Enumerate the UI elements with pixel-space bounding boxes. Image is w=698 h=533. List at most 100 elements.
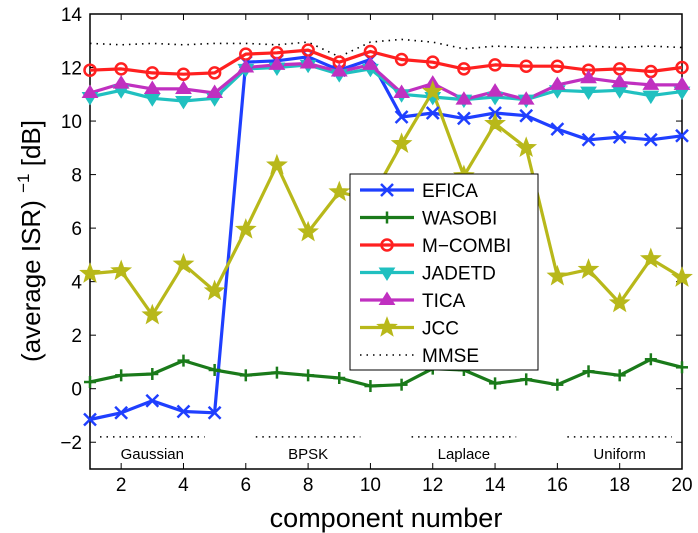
data-point-wasobi — [395, 378, 408, 391]
marker-stroke — [380, 183, 394, 197]
legend-label-mmse: MMSE — [422, 346, 479, 367]
data-point-m-combi — [83, 63, 97, 77]
y-tick-label: 8 — [71, 166, 82, 187]
y-tick-label: 2 — [71, 326, 82, 347]
data-point-jcc — [203, 279, 226, 301]
data-point-wasobi — [115, 369, 128, 382]
x-tick-label: 16 — [547, 475, 568, 496]
data-point-m-combi — [394, 52, 409, 67]
data-point-tica — [673, 76, 691, 90]
data-point-jcc — [639, 247, 662, 269]
data-point-jcc — [390, 132, 413, 154]
segment-label: Gaussian — [121, 446, 184, 463]
data-point-wasobi — [489, 377, 502, 390]
marker-stroke — [643, 132, 658, 147]
data-point-wasobi — [177, 354, 190, 367]
legend-label-m-combi: M−COMBI — [422, 236, 511, 257]
data-point-jcc — [172, 252, 195, 274]
x-tick-label: 10 — [360, 475, 381, 496]
legend-marker-m-combi — [380, 238, 394, 252]
data-point-efica — [207, 405, 222, 420]
marker-stroke — [550, 122, 565, 136]
y-axis-label-exponent: −1 — [14, 174, 33, 193]
data-point-tica — [455, 91, 473, 105]
data-point-efica — [457, 111, 471, 126]
y-axis-label-main: (average ISR) — [16, 200, 46, 362]
data-point-jcc — [297, 220, 319, 242]
legend-marker-jadetd — [378, 267, 396, 281]
data-point-jcc — [484, 112, 506, 133]
y-tick-label: 4 — [71, 273, 82, 294]
legend-label-tica: TICA — [422, 291, 466, 312]
data-point-jcc — [421, 80, 444, 101]
marker-stroke — [581, 132, 596, 147]
data-point-tica — [486, 83, 504, 97]
data-point-efica — [394, 110, 409, 124]
x-tick-label: 12 — [422, 475, 443, 496]
x-tick-label: 6 — [241, 475, 252, 496]
marker-stroke — [519, 108, 534, 123]
data-point-tica — [611, 73, 629, 88]
data-point-m-combi — [176, 67, 191, 81]
y-axis-label: (average ISR) −1 [dB] — [5, 120, 46, 362]
segment-label: BPSK — [288, 446, 328, 463]
data-point-efica — [519, 108, 534, 123]
x-tick-label: 20 — [671, 475, 692, 496]
x-axis-label: component number — [270, 503, 503, 533]
data-point-wasobi — [333, 372, 346, 384]
segment-markers: Gaussian BPSK Laplace Uniform — [100, 436, 672, 463]
data-point-tica — [81, 84, 99, 98]
data-point-m-combi — [488, 58, 502, 72]
data-point-jcc — [266, 153, 288, 175]
data-point-tica — [580, 69, 597, 84]
data-point-tica — [206, 84, 224, 98]
marker-stroke — [176, 404, 191, 419]
series-line-efica — [89, 55, 683, 422]
data-point-jcc — [671, 266, 693, 287]
data-point-m-combi — [675, 60, 689, 75]
x-tick-label: 8 — [303, 475, 314, 496]
y-tick-label: 10 — [61, 112, 82, 133]
data-point-wasobi — [551, 378, 564, 391]
data-point-tica — [330, 63, 348, 77]
legend-label-efica: EFICA — [422, 181, 478, 202]
data-point-efica — [176, 404, 191, 419]
data-point-jcc — [79, 262, 101, 283]
data-point-efica — [643, 132, 658, 147]
data-point-jcc — [577, 258, 600, 279]
data-point-wasobi — [676, 361, 688, 374]
data-point-m-combi — [425, 55, 440, 69]
data-point-tica — [517, 91, 535, 105]
marker-stroke — [145, 393, 160, 408]
y-tick-label: −2 — [60, 433, 82, 454]
data-point-m-combi — [457, 62, 471, 76]
legend-marker-tica — [378, 291, 396, 305]
data-point-jcc — [328, 180, 351, 202]
data-point-wasobi — [302, 369, 315, 382]
legend-label-wasobi: WASOBI — [422, 209, 497, 230]
x-tick-label: 4 — [178, 475, 189, 496]
data-point-wasobi — [364, 380, 377, 393]
marker-stroke — [207, 405, 222, 420]
legend: EFICA WASOBI M−COMBI JADETD TICA JCC MMSE — [349, 173, 539, 371]
data-point-wasobi — [239, 369, 252, 382]
legend-marker-jcc — [376, 316, 398, 337]
data-point-m-combi — [145, 66, 160, 80]
x-tick-label: 2 — [116, 475, 127, 496]
data-point-m-combi — [207, 66, 222, 80]
data-point-jadetd — [580, 86, 597, 101]
data-point-efica — [581, 132, 596, 147]
y-tick-label: 0 — [71, 380, 82, 401]
marker-stroke — [457, 111, 471, 126]
data-point-wasobi — [84, 376, 96, 389]
marker-stroke — [114, 405, 129, 420]
y-tick-labels: −2 0 2 4 6 8 10 12 14 — [60, 5, 82, 454]
data-point-jcc — [608, 291, 631, 313]
data-point-tica — [299, 55, 317, 69]
data-point-jadetd — [642, 90, 660, 105]
data-point-jadetd — [175, 95, 192, 110]
data-point-wasobi — [208, 363, 221, 376]
x-tick-label: 18 — [609, 475, 630, 496]
data-point-wasobi — [644, 353, 657, 366]
data-point-wasobi — [270, 366, 283, 379]
